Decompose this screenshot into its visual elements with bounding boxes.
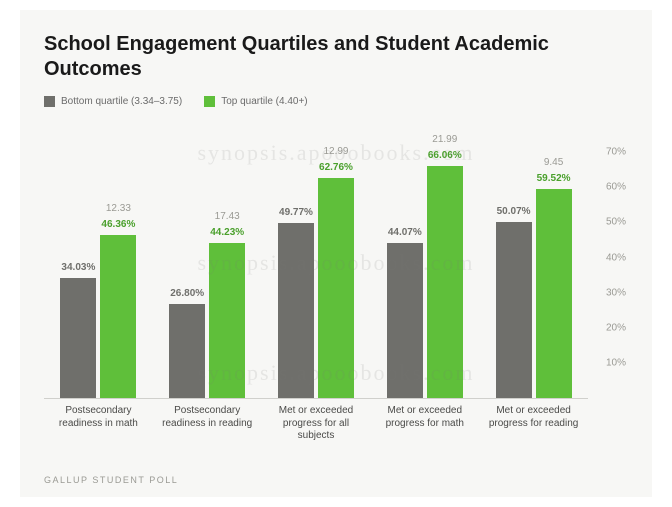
bar-value-label: 44.07% (388, 227, 422, 238)
y-tick: 50% (606, 217, 626, 228)
x-axis-label: Met or exceeded progress for math (370, 399, 479, 447)
gain-label: 9.45 (544, 157, 563, 168)
gain-label: 17.43 (215, 211, 240, 222)
gain-label: 12.99 (323, 146, 348, 157)
legend-item-top-quartile: Top quartile (4.40+) (204, 96, 307, 107)
bar-top-quartile: 59.52%9.45 (536, 189, 572, 398)
plot: 34.03%46.36%12.3326.80%44.23%17.4349.77%… (44, 117, 588, 399)
legend: Bottom quartile (3.34–3.75) Top quartile… (44, 96, 628, 107)
bar-bottom-quartile: 44.07% (387, 243, 423, 398)
legend-label-a: Bottom quartile (3.34–3.75) (61, 96, 182, 107)
legend-label-b: Top quartile (4.40+) (221, 96, 307, 107)
chart-title: School Engagement Quartiles and Student … (44, 32, 628, 82)
bar-value-label: 44.23% (210, 227, 244, 238)
x-axis-label: Met or exceeded progress for reading (479, 399, 588, 447)
legend-swatch-a (44, 96, 55, 107)
bar-value-label: 59.52% (537, 173, 571, 184)
bar-value-label: 34.03% (61, 262, 95, 273)
bar-value-label: 66.06% (428, 150, 462, 161)
bar-bottom-quartile: 26.80% (169, 304, 205, 398)
y-tick: 10% (606, 357, 626, 368)
bar-group: 44.07%66.06%21.99 (370, 117, 479, 398)
x-axis-label: Postsecondary readiness in reading (153, 399, 262, 447)
bar-value-label: 26.80% (170, 288, 204, 299)
bar-value-label: 49.77% (279, 207, 313, 218)
bar-group: 49.77%62.76%12.99 (262, 117, 371, 398)
bar-top-quartile: 46.36%12.33 (100, 235, 136, 398)
bar-groups: 34.03%46.36%12.3326.80%44.23%17.4349.77%… (44, 117, 588, 398)
bar-value-label: 62.76% (319, 162, 353, 173)
legend-item-bottom-quartile: Bottom quartile (3.34–3.75) (44, 96, 182, 107)
y-tick: 70% (606, 147, 626, 158)
bar-bottom-quartile: 50.07% (496, 222, 532, 398)
plot-area: 34.03%46.36%12.3326.80%44.23%17.4349.77%… (44, 117, 628, 447)
gain-label: 21.99 (432, 134, 457, 145)
source-footer: GALLUP STUDENT POLL (44, 475, 178, 485)
bar-value-label: 46.36% (101, 219, 135, 230)
bar-value-label: 50.07% (497, 206, 531, 217)
bar-group: 26.80%44.23%17.43 (153, 117, 262, 398)
y-tick: 30% (606, 287, 626, 298)
x-axis-label: Postsecondary readiness in math (44, 399, 153, 447)
y-tick: 40% (606, 252, 626, 263)
bar-bottom-quartile: 49.77% (278, 223, 314, 398)
legend-swatch-b (204, 96, 215, 107)
bar-group: 50.07%59.52%9.45 (479, 117, 588, 398)
gain-label: 12.33 (106, 203, 131, 214)
chart-panel: School Engagement Quartiles and Student … (20, 10, 652, 497)
x-axis-labels: Postsecondary readiness in mathPostsecon… (44, 399, 588, 447)
bar-top-quartile: 66.06%21.99 (427, 166, 463, 398)
x-axis-label: Met or exceeded progress for all subject… (262, 399, 371, 447)
y-tick: 60% (606, 182, 626, 193)
bar-top-quartile: 44.23%17.43 (209, 243, 245, 398)
y-tick: 20% (606, 322, 626, 333)
bar-group: 34.03%46.36%12.33 (44, 117, 153, 398)
bar-bottom-quartile: 34.03% (60, 278, 96, 398)
bar-top-quartile: 62.76%12.99 (318, 178, 354, 398)
